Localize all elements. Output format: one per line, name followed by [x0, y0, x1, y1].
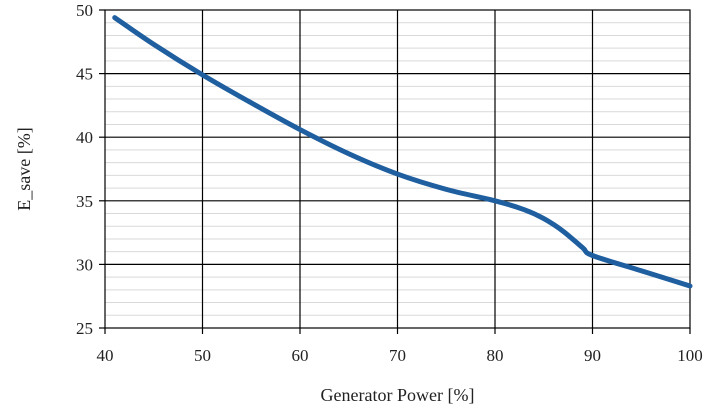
x-axis-label: Generator Power [%]: [321, 385, 475, 405]
y-tick-label: 25: [76, 319, 93, 338]
axis-ticks: [99, 9, 691, 334]
y-axis-label: E_save [%]: [14, 127, 34, 210]
x-tick-label: 70: [389, 346, 406, 365]
series-line: [112, 15, 693, 289]
y-tick-label: 50: [76, 1, 93, 20]
x-tick-label: 100: [677, 346, 703, 365]
y-tick-labels: 25 30 35 40 45 50: [76, 1, 93, 338]
x-tick-labels: 40 50 60 70 80 90 100: [97, 346, 703, 365]
x-tick-label: 40: [97, 346, 114, 365]
x-tick-label: 50: [194, 346, 211, 365]
y-tick-label: 40: [76, 128, 93, 147]
y-tick-label: 35: [76, 192, 93, 211]
x-tick-label: 60: [292, 346, 309, 365]
y-tick-label: 30: [76, 255, 93, 274]
y-tick-label: 45: [76, 65, 93, 84]
x-tick-label: 80: [487, 346, 504, 365]
major-grid: [105, 10, 690, 328]
x-tick-label: 90: [584, 346, 601, 365]
